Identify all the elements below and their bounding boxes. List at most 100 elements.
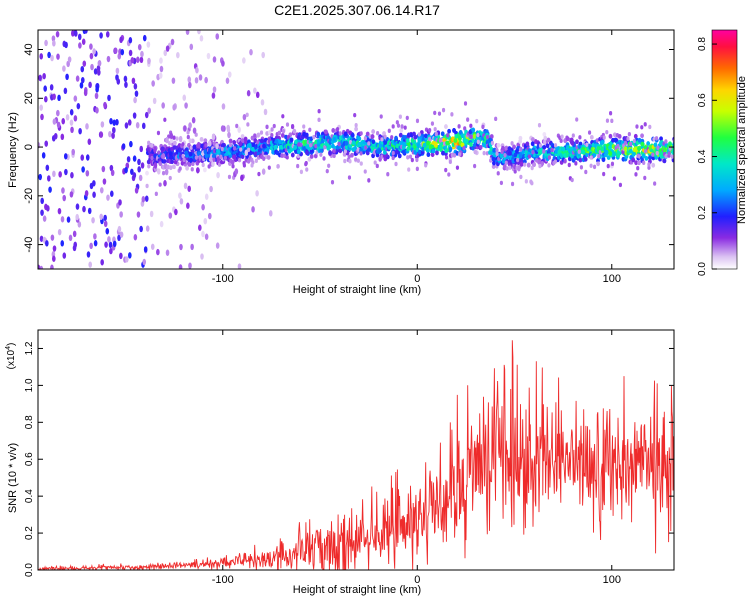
- spectrogram-cell: [89, 52, 94, 60]
- spectrogram-cell: [616, 153, 621, 158]
- spectrogram-cell: [213, 148, 217, 154]
- spectrogram-cell: [187, 161, 192, 167]
- spectrogram-cell: [207, 140, 212, 147]
- spectrogram-cell: [455, 165, 460, 170]
- spectrogram-cell: [207, 212, 212, 220]
- spectrogram-cell: [102, 178, 107, 185]
- spectrogram-cell: [137, 166, 141, 173]
- spectrogram-cell: [267, 165, 271, 170]
- spectrogram-cell: [99, 131, 104, 138]
- spectrogram-cell: [217, 162, 222, 167]
- spectrogram-cell: [391, 124, 395, 129]
- spectrogram-x-tick-label: 0: [414, 273, 420, 285]
- spectrogram-cell: [112, 240, 117, 248]
- spectrogram-cell: [410, 157, 414, 163]
- spectrogram-cell: [460, 133, 465, 139]
- spectrogram-cell: [332, 148, 336, 153]
- spectrogram-y-label: Frequency (Hz): [7, 112, 19, 188]
- spectrogram-cell: [325, 168, 329, 174]
- spectrogram-cell: [150, 155, 154, 161]
- spectrogram-cell: [519, 174, 523, 180]
- spectrogram-cell: [293, 145, 298, 150]
- spectrogram-cell: [216, 156, 221, 163]
- spectrogram-cell: [130, 56, 135, 64]
- spectrogram-cell: [273, 144, 278, 150]
- spectrogram-cell: [99, 187, 104, 194]
- spectrogram-cell: [479, 145, 483, 150]
- spectrogram-cell: [159, 65, 164, 73]
- spectrogram-cell: [172, 164, 176, 170]
- spectrogram-cell: [199, 136, 204, 142]
- spectrogram-cell: [134, 187, 139, 194]
- spectrogram-cell: [60, 240, 65, 247]
- spectrogram-cell: [596, 146, 601, 151]
- spectrogram-cell: [230, 159, 235, 165]
- spectrogram-cell: [623, 146, 628, 152]
- spectrogram-cell: [531, 137, 535, 142]
- spectrogram-cell: [136, 56, 140, 63]
- spectrogram-cell: [499, 180, 504, 186]
- spectrogram-cells: [38, 30, 674, 269]
- spectrogram-cell: [476, 139, 480, 145]
- spectrogram-cell: [182, 157, 186, 163]
- spectrogram-cell: [253, 87, 257, 94]
- spectrogram-cell: [488, 137, 493, 143]
- spectrogram-cell: [608, 151, 613, 156]
- spectrogram-cell: [189, 43, 194, 51]
- spectrogram-cell: [61, 187, 65, 194]
- spectrogram-cell: [294, 139, 298, 145]
- spectrogram-cell: [670, 154, 674, 159]
- spectrogram-cell: [156, 168, 161, 175]
- spectrogram-cell: [219, 154, 223, 160]
- spectrogram-cell: [39, 265, 44, 269]
- spectrogram-cell: [135, 122, 140, 129]
- spectrogram-cell: [124, 122, 129, 129]
- spectrogram-cell: [50, 264, 54, 269]
- spectrogram-cell: [291, 124, 295, 130]
- spectrogram-cell: [659, 136, 663, 142]
- spectrogram-cell: [134, 90, 139, 97]
- spectrogram-cell: [517, 167, 521, 172]
- spectrogram-cell: [469, 134, 473, 139]
- spectrogram-cell: [430, 152, 435, 158]
- snr-y-tick-label: 1.2: [24, 341, 35, 355]
- spectrogram-cell: [181, 153, 185, 159]
- spectrogram-cell: [52, 245, 57, 252]
- spectrogram-cell: [201, 204, 205, 211]
- spectrogram-cell: [108, 241, 113, 249]
- spectrogram-cell: [174, 208, 178, 216]
- spectrogram-cell: [457, 124, 461, 129]
- spectrogram-cell: [92, 180, 96, 187]
- spectrogram-cell: [123, 75, 128, 83]
- spectrogram-cell: [146, 159, 151, 165]
- spectrogram-cell: [142, 34, 147, 42]
- spectrogram-cell: [93, 233, 97, 240]
- spectrogram-cell: [500, 149, 504, 155]
- spectrogram-cell: [194, 132, 198, 137]
- spectrogram-cell: [79, 82, 84, 89]
- spectrogram-cell: [529, 179, 533, 184]
- spectrogram-cell: [490, 140, 495, 146]
- spectrogram-cell: [128, 49, 133, 57]
- spectrogram-cell: [200, 253, 204, 260]
- spectrogram-cell: [46, 205, 50, 212]
- spectrogram-cell: [589, 163, 593, 168]
- spectrogram-cell: [444, 148, 449, 154]
- spectrogram-cell: [88, 261, 93, 268]
- spectrogram-cell: [403, 125, 407, 130]
- spectrogram-frame: [37, 29, 675, 270]
- spectrogram-cell: [119, 211, 123, 218]
- spectrogram-cell: [510, 141, 514, 146]
- spectrogram-cell: [96, 69, 101, 76]
- spectrogram-cell: [410, 138, 415, 143]
- spectrogram-cell: [433, 110, 437, 116]
- spectrogram-cell: [647, 165, 651, 170]
- spectrogram-cell: [227, 131, 231, 139]
- spectrogram-cell: [178, 264, 183, 269]
- spectrogram-cell: [448, 146, 453, 152]
- spectrogram-cell: [473, 149, 478, 155]
- spectrogram-cell: [570, 177, 574, 183]
- spectrogram-cell: [406, 146, 411, 152]
- spectrogram-cell: [61, 118, 66, 125]
- spectrogram-cell: [234, 168, 239, 175]
